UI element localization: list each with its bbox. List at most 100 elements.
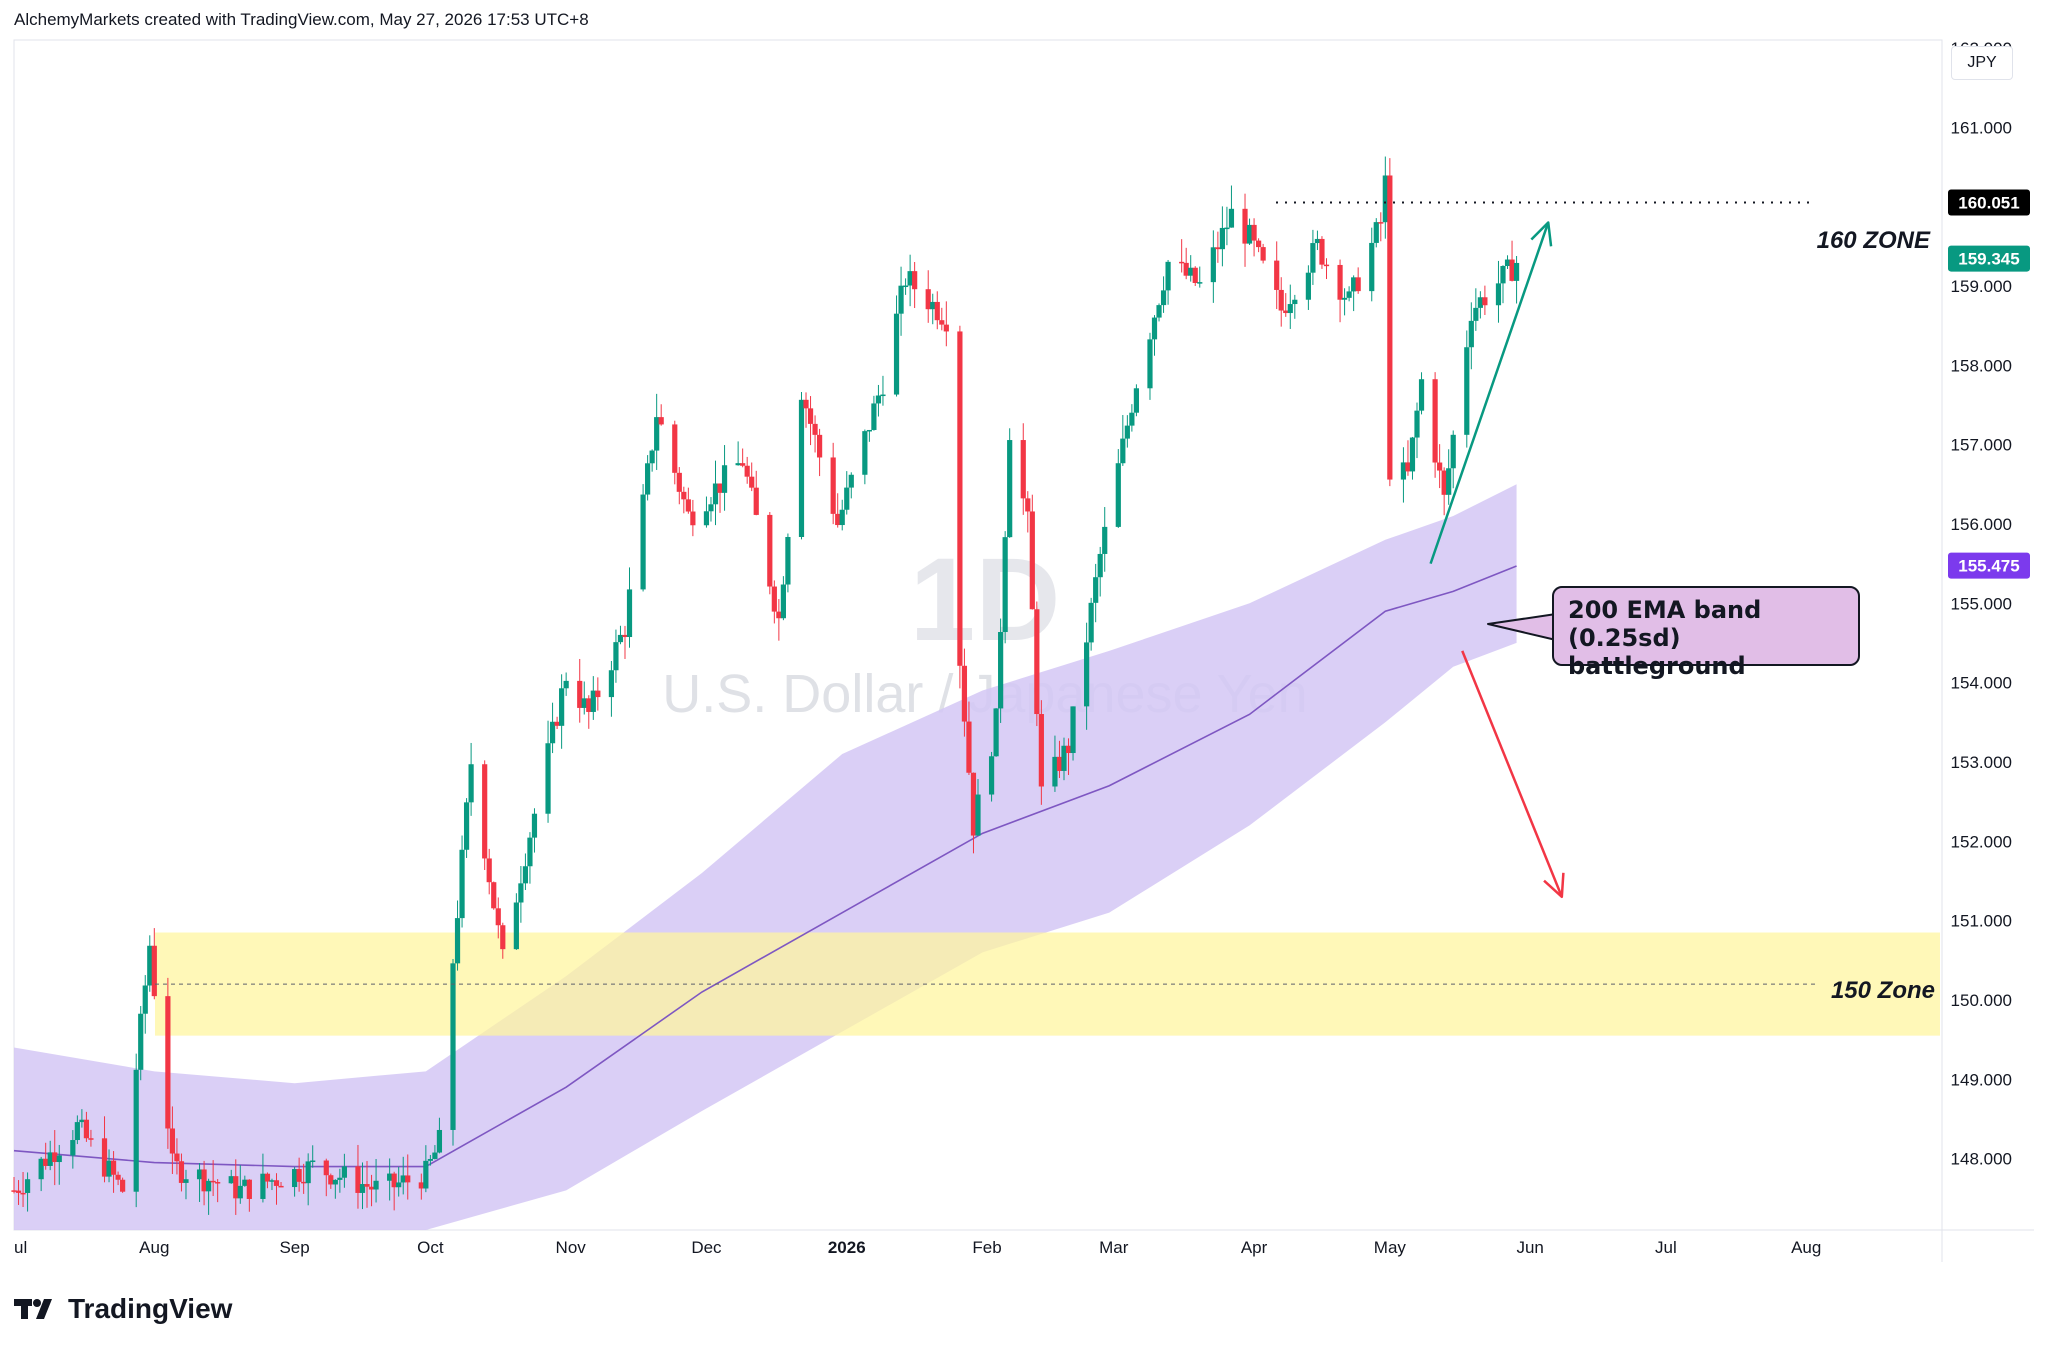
candle [1188, 255, 1194, 282]
candle [816, 428, 823, 477]
candle [1513, 256, 1520, 304]
candle [672, 420, 678, 485]
candle-body [264, 1173, 271, 1182]
candle-body [527, 837, 533, 867]
candle-body [1160, 290, 1167, 306]
candle [1007, 428, 1013, 538]
candle-body [1228, 208, 1235, 228]
candle [1418, 372, 1425, 415]
candle-body [1120, 438, 1126, 464]
candle [554, 716, 560, 730]
candle [549, 702, 556, 754]
candle [1219, 206, 1225, 267]
candle [305, 1153, 311, 1206]
candle [622, 625, 628, 659]
candle-body [20, 1192, 26, 1195]
candle-body [798, 399, 805, 537]
candle [500, 922, 506, 959]
candle [1450, 430, 1456, 489]
candle-body [328, 1175, 334, 1185]
candle [1197, 266, 1203, 288]
candle-body [740, 463, 746, 466]
candle-body [975, 794, 981, 836]
candle [1346, 286, 1352, 302]
candle [1323, 258, 1330, 280]
candle [753, 470, 759, 516]
candle-body [993, 708, 999, 757]
candle [925, 270, 931, 323]
candle [893, 295, 900, 397]
candle [436, 1117, 443, 1154]
candle [875, 384, 882, 417]
candle [531, 808, 538, 853]
currency-selector[interactable]: JPY [1951, 46, 2013, 80]
price-axis[interactable]: 148.000 149.000 150.000 151.000 152.000 153.0… [1951, 39, 2012, 1169]
candle-body [1287, 304, 1293, 314]
ema-band-area [14, 484, 1517, 1230]
arrow-head [1530, 221, 1553, 247]
candle [486, 848, 492, 895]
tradingview-logo-icon [14, 1299, 52, 1319]
tradingview-logo[interactable]: TradingView [14, 1292, 232, 1326]
candle [206, 1178, 212, 1215]
candle [459, 835, 465, 928]
candle-body [563, 680, 569, 689]
time-axis[interactable]: ul Aug Sep Oct Nov Dec 2026 Feb Mar Apr May Jun Jul A… [14, 1238, 1821, 1257]
candle-body [1025, 498, 1031, 512]
candle [79, 1109, 85, 1128]
candle [712, 460, 719, 526]
candle [1115, 449, 1121, 528]
candle [269, 1178, 275, 1191]
candle-body [1183, 262, 1189, 276]
candle-body [1504, 259, 1511, 267]
candle-body [998, 632, 1004, 709]
candle [988, 751, 995, 802]
candle [1093, 563, 1099, 623]
candle [1441, 467, 1447, 516]
candle [38, 1156, 44, 1192]
candle [183, 1169, 189, 1200]
candle-body [178, 1161, 185, 1183]
candle-body [418, 1182, 424, 1189]
candle [590, 676, 596, 720]
price-tick-label: 154.000 [1951, 674, 2012, 693]
candle-body [590, 690, 596, 712]
candle [1251, 218, 1257, 257]
candle [1052, 735, 1058, 792]
candle [1405, 440, 1411, 476]
candle-body [88, 1138, 94, 1140]
time-tick-label: Mar [1099, 1238, 1129, 1257]
candle [1029, 494, 1035, 610]
chart-attribution: AlchemyMarkets created with TradingView.… [14, 10, 589, 29]
candle-body [1093, 577, 1099, 603]
candle-body [273, 1180, 280, 1186]
candle [391, 1171, 397, 1211]
candle-body [1260, 247, 1266, 261]
candle [237, 1165, 243, 1204]
candle [1165, 259, 1171, 305]
candle [513, 893, 519, 950]
candle [654, 393, 660, 470]
candle [1151, 315, 1158, 356]
candle [328, 1173, 334, 1189]
candle [1129, 404, 1135, 432]
candle-body [771, 586, 777, 612]
candle [1025, 491, 1031, 533]
candle-body [1070, 706, 1076, 754]
price-tick-label: 153.000 [1951, 753, 2012, 772]
candle-body [495, 908, 501, 926]
candle-body [169, 1128, 176, 1154]
candle [174, 1138, 180, 1175]
candle-body [237, 1185, 243, 1199]
candle [495, 897, 501, 939]
candle-body [703, 511, 710, 526]
candle [1446, 449, 1452, 505]
candle-body [364, 1184, 370, 1187]
candle-body [427, 1158, 433, 1161]
candle-body [830, 457, 836, 514]
candle [1409, 436, 1416, 480]
candle-body [577, 680, 583, 708]
price-tick-label: 161.000 [1951, 118, 2012, 137]
candle-body [120, 1179, 126, 1192]
candle [1305, 265, 1311, 310]
